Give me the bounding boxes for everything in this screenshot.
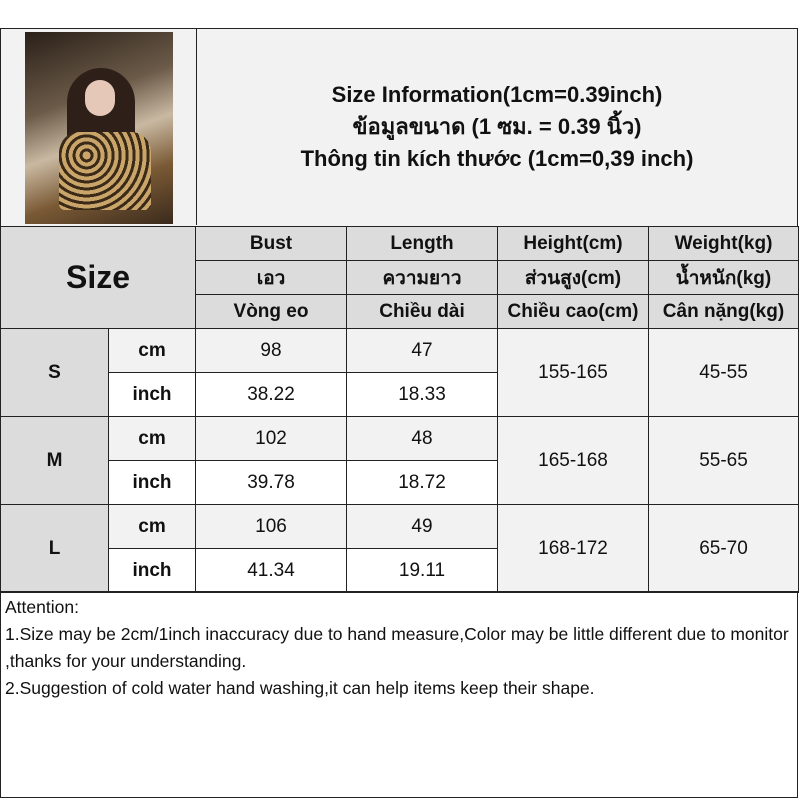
bust-cm: 106 bbox=[195, 504, 347, 549]
size-header: Size bbox=[0, 226, 196, 329]
title-vietnamese: Thông tin kích thước (1cm=0,39 inch) bbox=[300, 146, 694, 171]
height-range: 155-165 bbox=[497, 328, 649, 417]
column-header-en: Weight(kg) bbox=[648, 226, 799, 261]
bust-inch: 38.22 bbox=[195, 372, 347, 417]
bust-inch: 41.34 bbox=[195, 548, 347, 593]
length-cm: 48 bbox=[346, 416, 498, 461]
attention-notes: Attention: 1.Size may be 2cm/1inch inacc… bbox=[0, 591, 798, 798]
bust-cm: 98 bbox=[195, 328, 347, 373]
unit-inch: inch bbox=[108, 460, 196, 505]
length-inch: 18.33 bbox=[346, 372, 498, 417]
column-header-vi: Chiều dài bbox=[346, 294, 498, 329]
column-header-en: Bust bbox=[195, 226, 347, 261]
column-header-th: เอว bbox=[195, 260, 347, 295]
column-header-vi: Cân nặng(kg) bbox=[648, 294, 799, 329]
column-header-vi: Vòng eo bbox=[195, 294, 347, 329]
length-inch: 18.72 bbox=[346, 460, 498, 505]
column-header-vi: Chiều cao(cm) bbox=[497, 294, 649, 329]
title-english: Size Information(1cm=0.39inch) bbox=[331, 82, 663, 107]
title-thai: ข้อมูลขนาด (1 ซม. = 0.39 นิ้ว) bbox=[352, 114, 642, 139]
bust-inch: 39.78 bbox=[195, 460, 347, 505]
unit-inch: inch bbox=[108, 548, 196, 593]
bust-cm: 102 bbox=[195, 416, 347, 461]
column-header-th: น้ำหนัก(kg) bbox=[648, 260, 799, 295]
title-box: Size Information(1cm=0.39inch) ข้อมูลขนา… bbox=[196, 29, 797, 225]
length-cm: 47 bbox=[346, 328, 498, 373]
column-header-th: ส่วนสูง(cm) bbox=[497, 260, 649, 295]
notes-heading: Attention: bbox=[5, 597, 79, 617]
length-inch: 19.11 bbox=[346, 548, 498, 593]
size-label: M bbox=[0, 416, 109, 505]
weight-range: 45-55 bbox=[648, 328, 799, 417]
column-header-th: ความยาว bbox=[346, 260, 498, 295]
photo-face bbox=[85, 80, 115, 116]
column-header-en: Height(cm) bbox=[497, 226, 649, 261]
header-section: Size Information(1cm=0.39inch) ข้อมูลขนา… bbox=[0, 28, 798, 227]
note-1: 1.Size may be 2cm/1inch inaccuracy due t… bbox=[5, 624, 789, 671]
height-range: 168-172 bbox=[497, 504, 649, 593]
height-range: 165-168 bbox=[497, 416, 649, 505]
size-label: L bbox=[0, 504, 109, 593]
column-header-en: Length bbox=[346, 226, 498, 261]
photo-leopard-top bbox=[59, 132, 151, 210]
unit-inch: inch bbox=[108, 372, 196, 417]
unit-cm: cm bbox=[108, 328, 196, 373]
length-cm: 49 bbox=[346, 504, 498, 549]
note-2: 2.Suggestion of cold water hand washing,… bbox=[5, 678, 595, 698]
weight-range: 55-65 bbox=[648, 416, 799, 505]
unit-cm: cm bbox=[108, 416, 196, 461]
size-label: S bbox=[0, 328, 109, 417]
product-photo bbox=[25, 32, 173, 224]
unit-cm: cm bbox=[108, 504, 196, 549]
weight-range: 65-70 bbox=[648, 504, 799, 593]
